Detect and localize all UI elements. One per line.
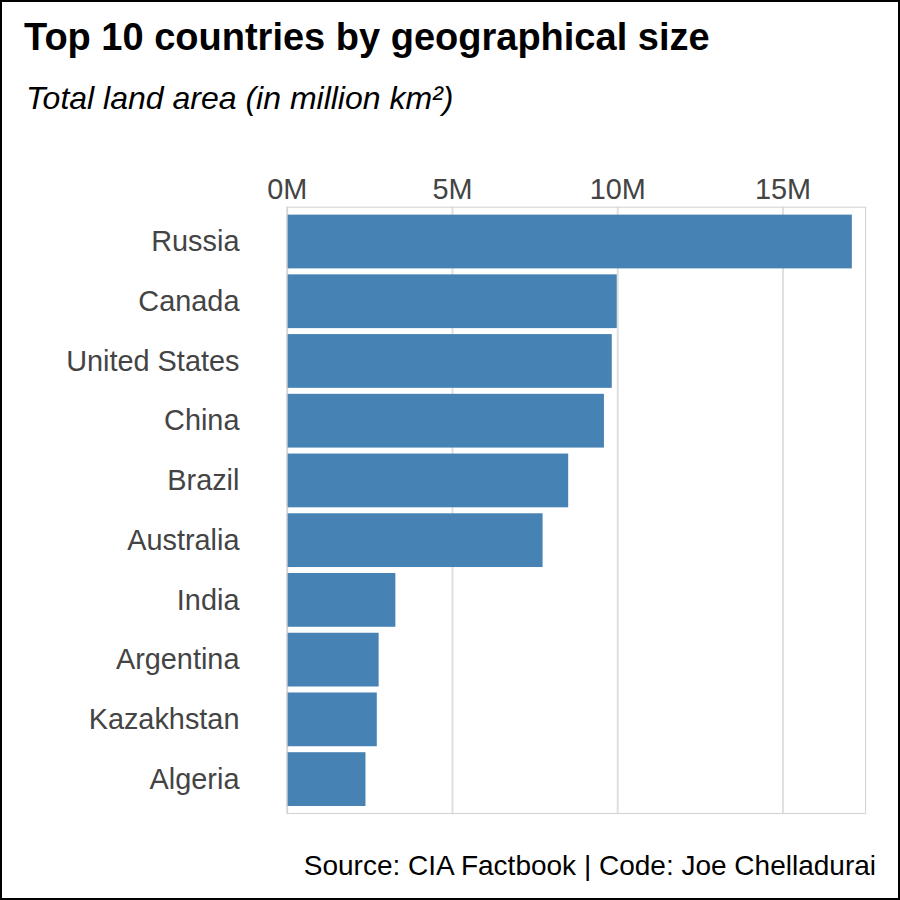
svg-text:Argentina: Argentina [116, 643, 240, 675]
svg-text:0M: 0M [267, 173, 307, 205]
html-text:Source: CIA Factbook | Code: J: Source: CIA Factbook | Code: Joe Chellad… [303, 850, 876, 881]
svg-text:Algeria: Algeria [150, 763, 241, 795]
svg-text:5M: 5M [432, 173, 472, 205]
svg-text:Russia: Russia [151, 225, 240, 257]
svg-text:United States: United States [66, 345, 239, 377]
svg-text:10M: 10M [590, 173, 646, 205]
svg-text:Australia: Australia [127, 524, 240, 556]
svg-text:Canada: Canada [138, 285, 240, 317]
svg-text:India: India [177, 584, 241, 616]
svg-text:Kazakhstan: Kazakhstan [89, 703, 240, 735]
html-text:Top 10 countries by geographic: Top 10 countries by geographical size [24, 16, 710, 58]
svg-text:15M: 15M [755, 173, 811, 205]
svg-text:China: China [164, 404, 240, 436]
svg-text:Brazil: Brazil [167, 464, 239, 496]
html-text:Total land area (in million km: Total land area (in million km²) [26, 80, 454, 116]
